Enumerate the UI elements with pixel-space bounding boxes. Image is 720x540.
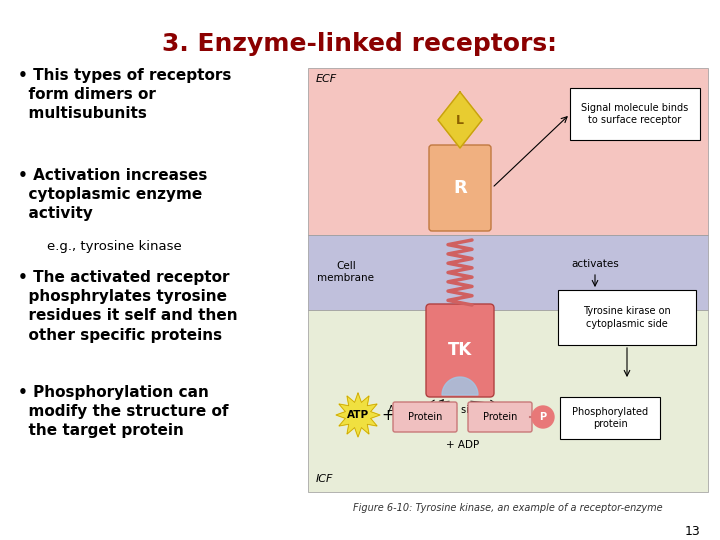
FancyBboxPatch shape bbox=[308, 235, 708, 310]
Text: ICF: ICF bbox=[316, 474, 333, 484]
Text: TK: TK bbox=[448, 341, 472, 359]
Polygon shape bbox=[438, 92, 482, 148]
Circle shape bbox=[532, 406, 554, 428]
Text: ECF: ECF bbox=[316, 74, 337, 84]
Text: • Phosphorylation can
  modify the structure of
  the target protein: • Phosphorylation can modify the structu… bbox=[18, 385, 228, 438]
Text: • Activation increases
  cytoplasmic enzyme
  activity: • Activation increases cytoplasmic enzym… bbox=[18, 168, 207, 221]
Text: R: R bbox=[453, 179, 467, 197]
Polygon shape bbox=[442, 377, 478, 395]
Text: Figure 6-10: Tyrosine kinase, an example of a receptor-enzyme: Figure 6-10: Tyrosine kinase, an example… bbox=[354, 503, 663, 513]
Text: 13: 13 bbox=[684, 525, 700, 538]
FancyBboxPatch shape bbox=[468, 402, 532, 432]
Text: L: L bbox=[456, 113, 464, 126]
FancyBboxPatch shape bbox=[393, 402, 457, 432]
FancyBboxPatch shape bbox=[560, 397, 660, 439]
FancyBboxPatch shape bbox=[308, 68, 708, 235]
Text: e.g., tyrosine kinase: e.g., tyrosine kinase bbox=[30, 240, 181, 253]
Text: • This types of receptors
  form dimers or
  multisubunits: • This types of receptors form dimers or… bbox=[18, 68, 231, 122]
FancyBboxPatch shape bbox=[426, 304, 494, 397]
Text: Tyrosine kirase on
cytoplasmic side: Tyrosine kirase on cytoplasmic side bbox=[583, 306, 671, 329]
FancyBboxPatch shape bbox=[308, 310, 708, 492]
FancyBboxPatch shape bbox=[570, 88, 700, 140]
Polygon shape bbox=[336, 393, 380, 437]
Text: ATP: ATP bbox=[347, 410, 369, 420]
FancyBboxPatch shape bbox=[558, 290, 696, 345]
Text: Phosphorylated
protein: Phosphorylated protein bbox=[572, 407, 648, 429]
Text: P: P bbox=[539, 412, 546, 422]
Text: Active binding site: Active binding site bbox=[388, 400, 479, 415]
Text: +: + bbox=[382, 408, 395, 422]
Text: Signal molecule binds
to surface receptor: Signal molecule binds to surface recepto… bbox=[581, 103, 688, 125]
FancyBboxPatch shape bbox=[429, 145, 491, 231]
Text: Protein: Protein bbox=[483, 412, 517, 422]
Text: + ADP: + ADP bbox=[446, 440, 479, 450]
Text: Cell
membrane: Cell membrane bbox=[318, 261, 374, 283]
Text: activates: activates bbox=[571, 259, 619, 269]
Text: Protein: Protein bbox=[408, 412, 442, 422]
Text: 3. Enzyme-linked receptors:: 3. Enzyme-linked receptors: bbox=[163, 32, 557, 56]
Text: • The activated receptor
  phosphrylates tyrosine
  residues it self and then
  : • The activated receptor phosphrylates t… bbox=[18, 270, 238, 342]
